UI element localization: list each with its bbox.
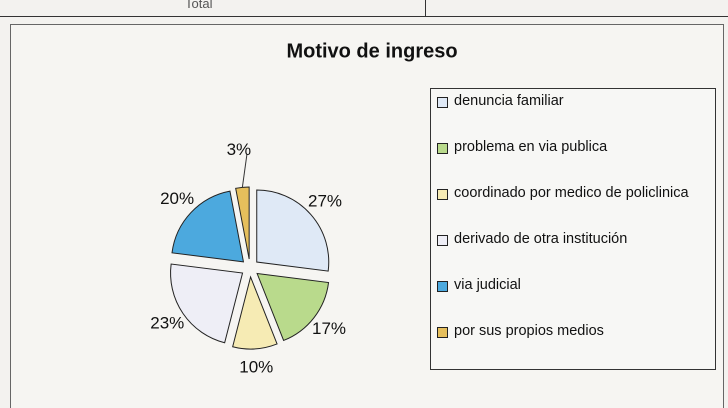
- legend-swatch: [437, 189, 448, 200]
- legend-label: problema en via publica: [454, 139, 608, 155]
- legend-label: por sus propios medios: [454, 323, 604, 339]
- table-cell: Total: [185, 0, 213, 11]
- legend-swatch: [437, 327, 448, 338]
- pie-slice: [171, 190, 245, 263]
- legend-item: por sus propios medios: [437, 323, 709, 369]
- data-label: 3%: [227, 140, 252, 159]
- pie-slice: [170, 263, 244, 344]
- pie-slice: [256, 272, 330, 342]
- legend-item: coordinado por medico de policlinica: [437, 185, 709, 231]
- data-label: 27%: [308, 191, 342, 210]
- data-label: 10%: [239, 357, 273, 376]
- legend-label: coordinado por medico de policlinica: [454, 185, 689, 201]
- pie-slice: [232, 275, 278, 350]
- legend-label: via judicial: [454, 277, 521, 293]
- legend-swatch: [437, 281, 448, 292]
- legend-item: denuncia familiar: [437, 93, 709, 139]
- legend-swatch: [437, 235, 448, 246]
- data-label: 17%: [312, 319, 346, 338]
- legend-swatch: [437, 143, 448, 154]
- legend: denuncia familiar problema en via publica…: [430, 88, 716, 370]
- leader-line: [241, 154, 248, 188]
- legend-item: derivado de otra institución: [437, 231, 709, 277]
- legend-item: via judicial: [437, 277, 709, 323]
- table-fragment: Total: [0, 0, 728, 17]
- legend-label: denuncia familiar: [454, 93, 564, 109]
- data-label: 23%: [150, 314, 184, 333]
- legend-label: derivado de otra institución: [454, 231, 628, 247]
- pie-slice: [256, 189, 330, 272]
- legend-swatch: [437, 97, 448, 108]
- legend-item: problema en via publica: [437, 139, 709, 185]
- data-label: 20%: [160, 189, 194, 208]
- chart-title: Motivo de ingreso: [286, 40, 457, 62]
